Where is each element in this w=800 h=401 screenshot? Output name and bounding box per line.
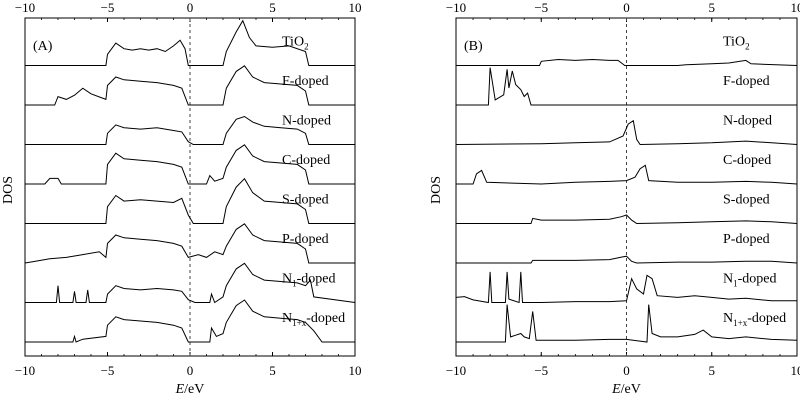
series-label: N1+x-doped — [282, 311, 345, 328]
series-label-main: N — [723, 272, 733, 287]
series-label: N1-doped — [723, 272, 777, 289]
dos-curve-n-doped — [25, 115, 355, 145]
dos-curve-p-doped — [24, 223, 355, 264]
series-label: C-doped — [282, 153, 330, 168]
dos-curve-s-doped — [456, 214, 798, 225]
series-label-main: N — [282, 272, 292, 287]
x-axis-label-symbol: E — [175, 382, 185, 397]
dos-curve-c-doped — [25, 144, 355, 185]
x-tick-label-bottom: 5 — [269, 363, 276, 378]
series-label-tail: -doped — [297, 272, 336, 287]
x-tick-label-top: 0 — [623, 0, 630, 15]
series-label-subscript: 2 — [304, 42, 309, 52]
series-label-tail: -doped — [747, 311, 786, 326]
series-label-main: P-doped — [723, 232, 770, 247]
dos-curve-n1-x-doped — [456, 304, 798, 343]
dos-curve-n1-doped — [455, 271, 797, 304]
x-tick-label-bottom: −10 — [446, 363, 466, 378]
x-tick-label-top: 10 — [349, 0, 362, 15]
x-tick-label-bottom: −5 — [101, 363, 115, 378]
dos-curve-n1-x-doped — [25, 299, 355, 343]
x-tick-label-top: 5 — [709, 0, 716, 15]
x-tick-label-bottom: 0 — [623, 363, 630, 378]
dos-curve-tio2 — [456, 58, 798, 66]
x-tick-label-bottom: 10 — [791, 363, 800, 378]
dos-curve-n1-doped — [25, 262, 356, 304]
x-tick-label-top: 0 — [187, 0, 194, 15]
series-label: C-doped — [723, 153, 771, 168]
x-tick-label-bottom: 0 — [187, 363, 194, 378]
series-label-subscript: 1+x — [292, 318, 307, 328]
dos-curve-n-doped — [455, 119, 798, 146]
panel-b: −10 −10 −5 −5 0 0 5 5 10 10 (B) DOS E/eV TiO2 F-doped N… — [429, 0, 800, 397]
series-label-main: N — [282, 311, 292, 326]
series-label: F-doped — [723, 74, 770, 89]
dos-curve-s-doped — [25, 177, 355, 224]
series-label-main: N-doped — [282, 114, 331, 129]
series-label-subscript: 1+x — [733, 318, 748, 328]
series-label: N-doped — [723, 114, 772, 129]
series-label-main: C-doped — [282, 153, 330, 168]
series-label-subscript: 2 — [745, 42, 750, 52]
series-label-main: N-doped — [723, 114, 772, 129]
series-label-tail: -doped — [738, 272, 777, 287]
series-label-main: P-doped — [282, 232, 329, 247]
x-tick-label-bottom: 5 — [709, 363, 716, 378]
panel-label: (B) — [464, 39, 483, 54]
series-label: P-doped — [282, 232, 329, 247]
dos-curve-f-doped — [456, 67, 797, 106]
dos-curve-tio2 — [25, 19, 355, 66]
series-label-main: S-doped — [282, 193, 329, 208]
dos-curve-p-doped — [456, 255, 798, 264]
series-label-main: F-doped — [282, 74, 329, 89]
series-label: N-doped — [282, 114, 331, 129]
x-axis-label: E/eV — [611, 382, 641, 397]
series-label-main: TiO — [723, 35, 745, 50]
series-label: TiO2 — [282, 35, 309, 52]
x-axis-label-unit: /eV — [184, 382, 204, 397]
dos-curve-c-doped — [456, 164, 798, 185]
series-label-subscript: 1 — [292, 279, 297, 289]
series-label: N1+x-doped — [723, 311, 786, 328]
x-axis-label-symbol: E — [611, 382, 621, 397]
x-tick-label-top: −5 — [101, 0, 115, 15]
x-tick-label-top: −10 — [446, 0, 466, 15]
x-tick-label-bottom: −10 — [15, 363, 35, 378]
series-label-main: S-doped — [723, 193, 770, 208]
x-tick-label-top: −10 — [15, 0, 35, 15]
series-label-main: N — [723, 311, 733, 326]
dos-curve-f-doped — [25, 65, 355, 106]
series-label: P-doped — [723, 232, 770, 247]
x-axis-label: E/eV — [175, 382, 205, 397]
x-tick-label-bottom: 10 — [349, 363, 362, 378]
series-label: F-doped — [282, 74, 329, 89]
y-axis-label: DOS — [1, 176, 16, 204]
x-tick-label-top: −5 — [534, 0, 548, 15]
series-label-main: TiO — [282, 35, 304, 50]
series-label-subscript: 1 — [733, 279, 738, 289]
panel-a: −10 −10 −5 −5 0 0 5 5 10 10 (A) DOS E/eV TiO2 F-doped N… — [1, 0, 362, 397]
series-label-main: C-doped — [723, 153, 771, 168]
x-tick-label-top: 5 — [269, 0, 276, 15]
series-label: TiO2 — [723, 35, 750, 52]
panel-label: (A) — [33, 39, 53, 54]
x-tick-label-top: 10 — [791, 0, 800, 15]
series-label: S-doped — [282, 193, 329, 208]
x-axis-label-unit: /eV — [621, 382, 641, 397]
series-label: S-doped — [723, 193, 770, 208]
series-label: N1-doped — [282, 272, 336, 289]
x-tick-label-bottom: −5 — [534, 363, 548, 378]
y-axis-label: DOS — [429, 176, 444, 204]
series-label-main: F-doped — [723, 74, 770, 89]
series-label-tail: -doped — [306, 311, 345, 326]
